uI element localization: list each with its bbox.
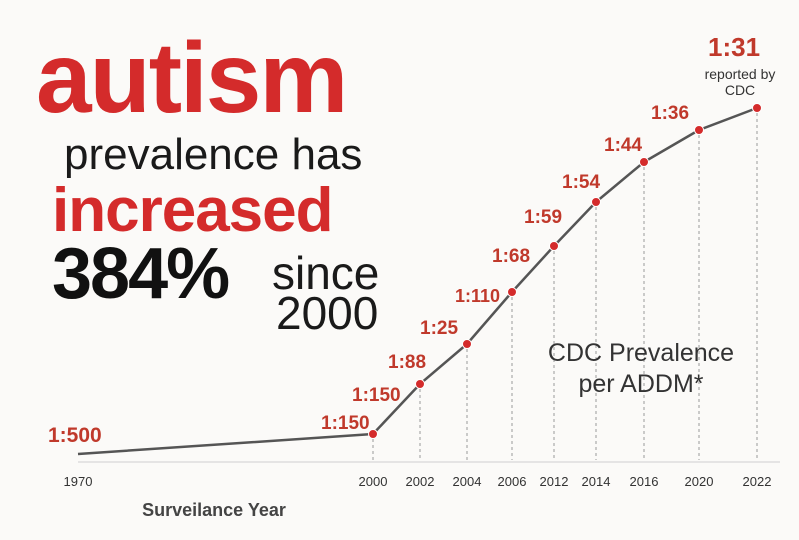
headline-autism: autism — [36, 22, 348, 134]
data-point — [591, 197, 601, 207]
point-label: 1:68 — [492, 246, 530, 267]
point-label: 1:44 — [604, 135, 642, 156]
data-point — [415, 379, 425, 389]
x-tick-label: 1970 — [64, 474, 93, 489]
reported-by-note: reported by — [705, 66, 776, 82]
point-label: 1:150 — [352, 385, 401, 406]
x-tick-label: 2022 — [743, 474, 772, 489]
point-label: 1:150 — [321, 413, 370, 434]
data-point — [694, 125, 704, 135]
point-label: 1:110 — [455, 286, 500, 306]
x-tick-label: 2004 — [453, 474, 482, 489]
headline-prevalence-has: prevalence has — [64, 130, 363, 179]
point-label: 1:54 — [562, 172, 600, 193]
point-label: 1:59 — [524, 207, 562, 228]
point-label: 1:31 — [708, 32, 760, 62]
x-tick-label: 2012 — [540, 474, 569, 489]
x-tick-label: 2002 — [406, 474, 435, 489]
reported-by-source: CDC — [725, 82, 755, 98]
x-tick-label: 2014 — [582, 474, 611, 489]
data-point — [507, 287, 517, 297]
point-label: 1:88 — [388, 352, 426, 373]
data-point — [752, 103, 762, 113]
x-tick-label: 2000 — [359, 474, 388, 489]
data-point — [639, 157, 649, 167]
headline-increased: increased — [52, 176, 334, 245]
x-tick-label: 2006 — [498, 474, 527, 489]
data-point — [462, 339, 472, 349]
headline: autism prevalence has increased 384% sin… — [0, 0, 420, 360]
data-point — [368, 429, 378, 439]
data-point — [549, 241, 559, 251]
annotation-subtitle: per ADDM* — [578, 370, 703, 398]
point-label: 1:25 — [420, 318, 458, 339]
x-axis-title: Surveilance Year — [142, 500, 286, 520]
headline-since: since — [272, 247, 380, 299]
point-label: 1:36 — [651, 103, 689, 124]
series-line — [77, 106, 758, 456]
point-label: 1:500 — [48, 424, 102, 447]
headline-percent: 384% — [52, 234, 230, 314]
annotation-title: CDC Prevalence — [548, 339, 734, 367]
x-tick-label: 2020 — [685, 474, 714, 489]
headline-year: 2000 — [276, 287, 379, 339]
x-tick-label: 2016 — [630, 474, 659, 489]
